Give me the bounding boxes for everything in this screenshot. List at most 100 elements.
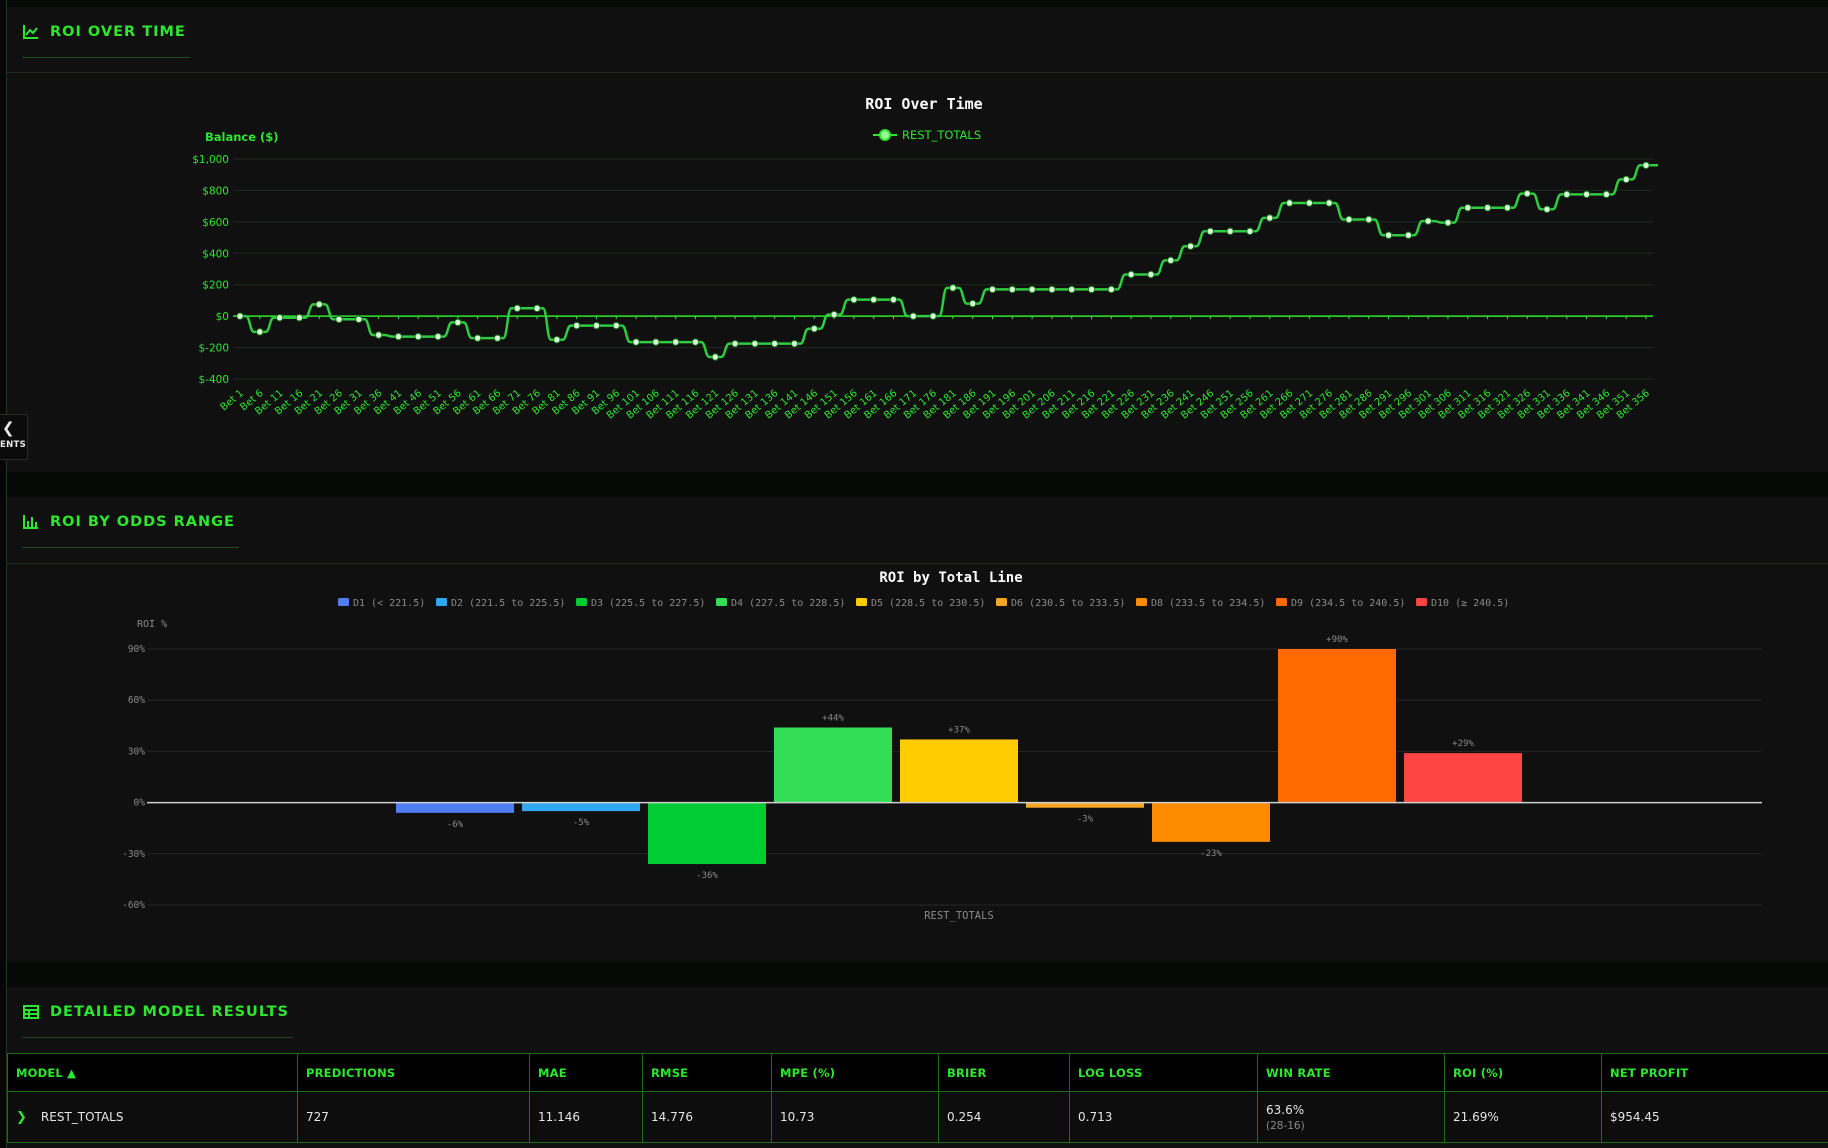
- roi-by-odds-header: ROI BY ODDS RANGE: [22, 497, 239, 548]
- legend-swatch: [996, 598, 1007, 606]
- bar-value-label: -5%: [573, 818, 590, 828]
- data-point: [770, 339, 779, 348]
- column-header-win-rate[interactable]: WIN RATE: [1257, 1053, 1445, 1092]
- column-header-mae[interactable]: MAE: [529, 1053, 643, 1092]
- column-header-brier[interactable]: BRIER: [938, 1053, 1070, 1092]
- legend-label: D8 (233.5 to 234.5): [1151, 598, 1265, 609]
- data-point: [731, 339, 739, 348]
- column-header-net-profit[interactable]: NET PROFIT: [1601, 1053, 1828, 1092]
- data-point: [513, 304, 521, 312]
- bar-value-label: -23%: [1200, 849, 1222, 859]
- data-point: [1424, 217, 1432, 225]
- data-point: [850, 295, 858, 304]
- column-header-rmse[interactable]: RMSE: [642, 1053, 772, 1092]
- data-point: [1167, 256, 1175, 265]
- data-point: [1127, 270, 1135, 279]
- side-tab-label: ENTS: [0, 440, 27, 450]
- column-header-log-loss[interactable]: LOG LOSS: [1069, 1053, 1258, 1092]
- data-point: [1305, 199, 1314, 207]
- y-tick-label: $800: [202, 185, 229, 197]
- legend-label: D6 (230.5 to 233.5): [1011, 598, 1125, 609]
- bar-7: [1026, 802, 1144, 808]
- table-row[interactable]: ❯ REST_TOTALS 727 11.146 14.776 10.73 0.2…: [7, 1091, 1828, 1143]
- data-point: [1226, 227, 1234, 235]
- data-point: [1325, 199, 1333, 207]
- model-results-table: MODEL ▲ PREDICTIONS MAE RMSE MPE (%) BRI…: [7, 1053, 1828, 1143]
- data-point: [1107, 285, 1116, 294]
- bar-2: [396, 802, 514, 813]
- y-tick-label: 60%: [128, 695, 145, 706]
- expand-row-icon[interactable]: ❯: [16, 1109, 27, 1125]
- data-point: [553, 336, 561, 344]
- data-point: [612, 321, 620, 330]
- column-header-mpe[interactable]: MPE (%): [771, 1053, 939, 1092]
- roi-by-odds-title: ROI BY ODDS RANGE: [50, 514, 235, 530]
- roi-bar-chart: ROI by Total Line D1 (< 221.5) D2 (221.5 t…: [122, 570, 1762, 922]
- chart-title: ROI by Total Line: [879, 570, 1022, 586]
- column-header-predictions[interactable]: PREDICTIONS: [297, 1053, 530, 1092]
- data-point: [315, 300, 323, 309]
- data-point: [1444, 218, 1452, 227]
- data-point: [1384, 231, 1393, 239]
- column-header-roi[interactable]: ROI (%): [1444, 1053, 1602, 1092]
- legend-swatch: [338, 598, 349, 606]
- legend-swatch: [1416, 598, 1427, 606]
- legend-label: D3 (225.5 to 227.5): [591, 598, 705, 609]
- data-point: [1087, 285, 1096, 294]
- bar-value-label: +44%: [822, 714, 844, 724]
- column-header-model[interactable]: MODEL ▲: [7, 1053, 298, 1092]
- collapse-sidebar-tab[interactable]: ❮ ENTS: [0, 414, 28, 460]
- data-point: [1147, 270, 1155, 279]
- data-point: [810, 325, 818, 333]
- cell-log-loss: 0.713: [1069, 1091, 1258, 1143]
- data-point: [711, 353, 719, 361]
- y-tick-label: $0: [216, 311, 229, 323]
- cell-brier: 0.254: [938, 1091, 1070, 1143]
- data-point: [1404, 231, 1413, 239]
- table-header-row: MODEL ▲ PREDICTIONS MAE RMSE MPE (%) BRI…: [7, 1053, 1828, 1092]
- left-edge-border: [0, 0, 7, 1148]
- y-tick-label: -30%: [122, 849, 145, 860]
- data-point: [493, 334, 502, 342]
- data-point: [949, 284, 957, 292]
- chart-title: ROI Over Time: [865, 95, 982, 113]
- bar-9: [1278, 649, 1396, 803]
- series-line-rest-totals: [240, 164, 1658, 359]
- cell-rmse: 14.776: [642, 1091, 772, 1143]
- data-point: [1543, 205, 1551, 213]
- roi-line-chart: ROI Over Time REST_TOTALS Balance ($) $1,00…: [192, 95, 1658, 421]
- data-point: [632, 338, 640, 346]
- cell-mae: 11.146: [529, 1091, 643, 1143]
- data-point: [1483, 204, 1492, 212]
- data-point: [671, 338, 680, 346]
- bar-value-label: +90%: [1326, 635, 1348, 645]
- data-point: [355, 315, 363, 323]
- win-rate-value: 63.6%: [1266, 1102, 1305, 1117]
- legend-marker: [879, 129, 891, 141]
- data-point: [533, 304, 541, 312]
- line-chart-icon: [22, 23, 40, 41]
- y-tick-label: $-400: [198, 374, 229, 386]
- cell-roi: 21.69%: [1444, 1091, 1602, 1143]
- data-point: [1008, 285, 1017, 294]
- data-point: [1622, 175, 1630, 184]
- data-point: [1602, 190, 1611, 199]
- data-point: [335, 315, 343, 323]
- data-point: [256, 328, 264, 336]
- roi-over-time-panel: ROI OVER TIME ROI Over Time REST_TOTALS Ba…: [7, 7, 1828, 472]
- roi-over-time-title: ROI OVER TIME: [50, 24, 186, 40]
- data-point: [1206, 227, 1215, 235]
- data-point: [1186, 242, 1195, 250]
- data-point: [909, 312, 917, 320]
- data-point: [1464, 204, 1472, 212]
- data-point: [1246, 227, 1254, 235]
- data-point: [869, 295, 878, 304]
- bar-value-label: +29%: [1452, 739, 1474, 749]
- data-point: [434, 332, 442, 341]
- data-point: [572, 321, 581, 330]
- legend-swatch: [716, 598, 727, 606]
- data-point: [592, 321, 601, 330]
- data-point: [691, 338, 700, 346]
- data-point: [394, 332, 403, 341]
- legend-label: D4 (227.5 to 228.5): [731, 598, 845, 609]
